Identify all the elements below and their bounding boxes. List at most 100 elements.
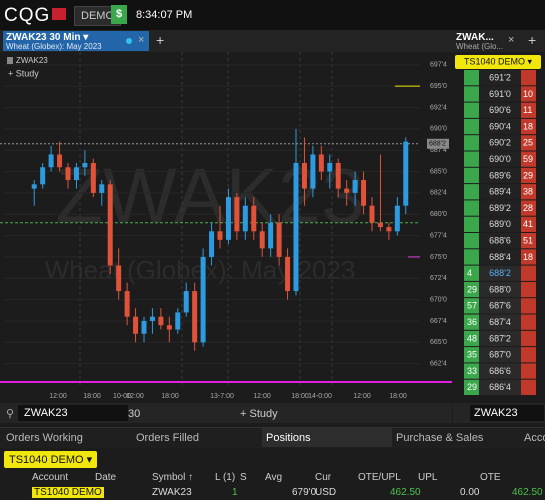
dom-tab-title: ZWAK... (456, 32, 494, 43)
bid-cell (464, 347, 479, 363)
tab-dot (126, 38, 132, 44)
panel-tab[interactable]: Orders Filled (136, 432, 199, 444)
add-tab[interactable]: + (156, 32, 165, 48)
bid-size: 29 (467, 382, 477, 392)
ask-size: 25 (523, 138, 533, 148)
price: 691'2 (489, 73, 511, 83)
chart-tab[interactable] (3, 31, 149, 51)
y-tick-label: 687'4 (430, 147, 447, 154)
candle-body (82, 163, 88, 168)
column-header: Avg (265, 472, 283, 483)
chart-tab-subtitle: Wheat (Globex): May 2023 (6, 42, 102, 51)
panel-tab[interactable]: Purchase & Sales (396, 432, 484, 444)
bid-size: 36 (467, 317, 477, 327)
column-header: Symbol ↑ (152, 472, 194, 483)
y-tick-label: 672'4 (430, 275, 447, 282)
price-cell (479, 151, 521, 167)
price-cell (479, 200, 521, 216)
price-cell (479, 314, 521, 330)
y-tick-label: 690'0 (430, 126, 447, 133)
price-cell (479, 330, 521, 347)
y-tick-label: 682'4 (430, 190, 447, 197)
logo-mark (52, 8, 66, 20)
ask-cell (521, 70, 536, 86)
y-tick-label: 695'0 (430, 83, 447, 90)
candle-body (310, 154, 316, 189)
column-header: S (240, 472, 247, 483)
ask-size: 28 (523, 203, 533, 213)
dom-symbol-input[interactable]: ZWAK23 (470, 405, 544, 421)
candle-body (192, 291, 198, 343)
panel-tab[interactable]: Accou (524, 432, 545, 444)
price: 687'6 (489, 301, 511, 311)
dom-tab-subtitle: Wheat (Glo... (456, 42, 504, 51)
x-tick-label: 14-0:00 (308, 393, 332, 400)
tab-close[interactable]: × (138, 34, 145, 46)
ask-cell (521, 330, 536, 347)
price-cell (479, 347, 521, 363)
price-cell (479, 184, 521, 200)
ask-size: 11 (523, 105, 532, 115)
price: 688'2 (489, 268, 511, 278)
funds-button[interactable]: $ (111, 5, 127, 24)
price: 687'2 (489, 333, 511, 343)
ask-cell (521, 314, 536, 330)
bid-cell (464, 167, 479, 184)
candle-body (293, 163, 299, 292)
interval-input[interactable]: 30 (128, 408, 141, 420)
search-icon: ⚲ (6, 408, 15, 420)
price: 690'2 (489, 138, 511, 148)
account-selector[interactable]: TS1040 DEMO ▾ (4, 451, 98, 468)
ask-cell (521, 184, 536, 200)
bid-size: 48 (467, 333, 477, 343)
column-header: OTE/UPL (358, 472, 401, 483)
x-tick-label: 12:00 (49, 393, 67, 400)
ask-size: 18 (523, 252, 533, 262)
bid-cell (464, 118, 479, 135)
candle-body (48, 154, 54, 168)
cell: 462.50 (512, 487, 543, 498)
candle-body (242, 205, 248, 232)
panel-tab[interactable]: Positions (266, 432, 311, 444)
bid-cell (464, 298, 479, 314)
symbol-input[interactable]: ZWAK23 (18, 405, 128, 421)
cell: ZWAK23 (152, 487, 192, 498)
ask-size: 51 (523, 236, 533, 246)
price: 689'4 (489, 187, 511, 197)
bid-cell (464, 233, 479, 249)
candle-body (200, 256, 206, 343)
bid-size: 29 (467, 284, 477, 294)
ask-size: 18 (523, 121, 533, 131)
column-header: Date (95, 472, 117, 483)
last-price-label: 688'2 (429, 141, 446, 148)
cell: TS1040 DEMO (32, 487, 104, 498)
candle-body (225, 197, 231, 240)
bid-cell (464, 86, 479, 102)
panel-tab[interactable]: Orders Working (6, 432, 83, 444)
logo: CQG (4, 5, 51, 26)
candle-body (57, 154, 63, 168)
account-bg (455, 55, 541, 69)
ask-cell (521, 216, 536, 232)
study-button[interactable]: + Study (240, 408, 278, 420)
ask-cell (521, 281, 536, 298)
ask-cell (521, 265, 536, 281)
candle-body (377, 222, 383, 228)
candle-body (40, 167, 46, 185)
bid-cell (464, 249, 479, 265)
bid-cell (464, 200, 479, 216)
price-cell (479, 265, 521, 281)
candle-body (394, 205, 400, 232)
dom-tab-close[interactable]: × (508, 34, 515, 46)
candle-body (301, 163, 307, 189)
candle-body (31, 184, 37, 189)
ask-cell (521, 298, 536, 314)
ask-cell (521, 118, 536, 135)
candle-body (352, 180, 358, 193)
bid-size: 57 (467, 301, 477, 311)
y-tick-label: 662'4 (430, 360, 447, 367)
dom-add-tab[interactable]: + (528, 32, 537, 48)
bid-cell (464, 281, 479, 298)
y-tick-label: 667'4 (430, 318, 447, 325)
bid-size: 35 (467, 350, 477, 360)
